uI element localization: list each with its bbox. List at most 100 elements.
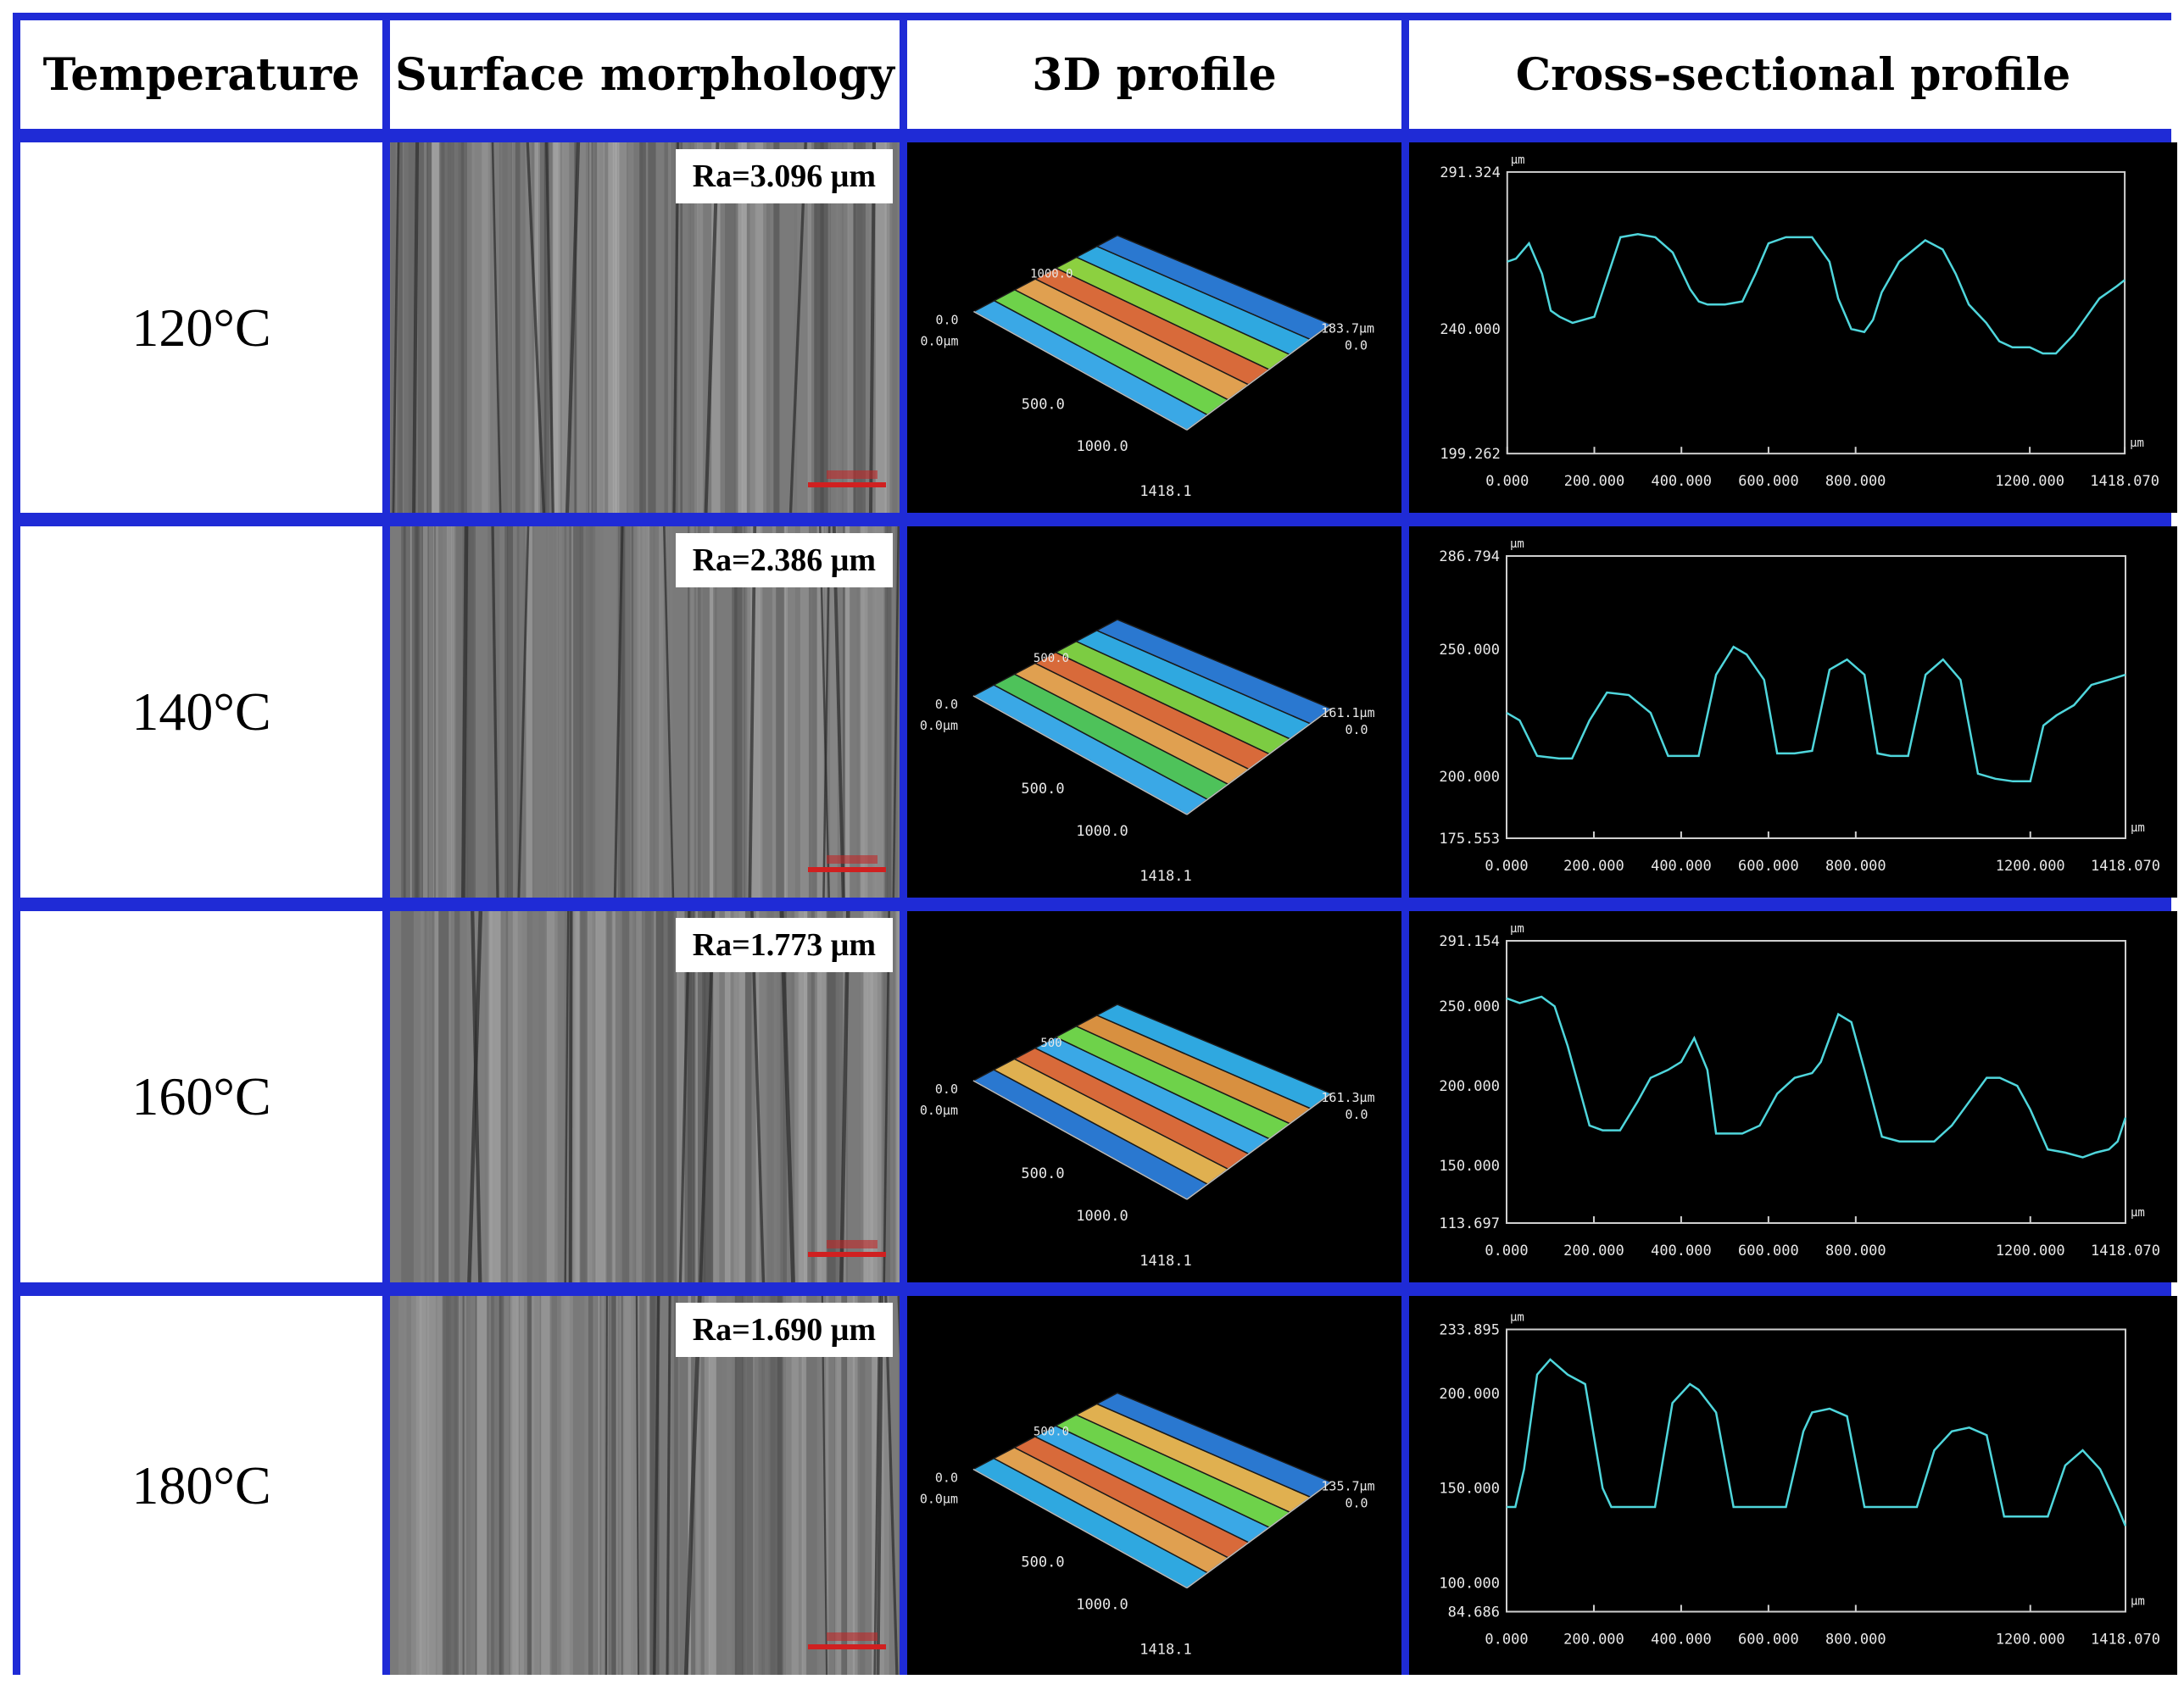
x-tick-label: 800.000 <box>1825 1243 1886 1259</box>
axis-y <box>1186 323 1331 431</box>
axis-label-z0: 0.0 <box>1345 1107 1368 1122</box>
axis-label-x-far: 1000.0 <box>1076 1208 1128 1225</box>
axis-x <box>972 1080 1188 1200</box>
header-temperature: Temperature <box>20 20 382 129</box>
ra-label: Ra=3.096 μm <box>675 149 893 203</box>
sem-texture <box>401 526 900 898</box>
sem-texture <box>401 911 900 1282</box>
profile-3d: 0.0 0.0μm 500.0 1000.0 1418.1 500.0 135.7μm 0.0 <box>907 1296 1401 1675</box>
x-tick-label: 1418.070 <box>2091 1632 2160 1649</box>
axis-label-x-mid: 500.0 <box>1021 1165 1064 1182</box>
x-tick-label: 800.000 <box>1825 1632 1886 1649</box>
sem-image: Ra=3.096 μm <box>390 142 900 513</box>
sem-texture <box>398 1296 900 1675</box>
x-unit: μm <box>2130 437 2144 450</box>
x-tick-label: 400.000 <box>1651 858 1712 875</box>
y-tick-low2: 150.000 <box>1439 1158 1500 1175</box>
y-tick-low: 150.000 <box>1439 1481 1500 1498</box>
temperature-cell: 120°C <box>20 142 382 513</box>
x-tick-label: 200.000 <box>1563 1632 1624 1649</box>
axis-label-x-mid: 500.0 <box>1022 395 1065 412</box>
x-tick-label: 200.000 <box>1563 858 1624 875</box>
header-surface-morphology: Surface morphology <box>390 20 900 129</box>
cross-section-plot: 233.895 200.000 150.000 100.000 84.686 μm μm 0.… <box>1409 1296 2177 1675</box>
y-tick-low: 200.000 <box>1439 769 1500 786</box>
y-tick-mid: 200.000 <box>1439 1386 1500 1403</box>
axis-label-y-top: 500.0 <box>1034 652 1069 665</box>
x-unit: μm <box>2131 1206 2145 1220</box>
y-tick-low: 200.000 <box>1439 1078 1500 1095</box>
ra-label: Ra=1.773 μm <box>675 918 893 972</box>
y-tick-bottom: 175.553 <box>1439 831 1500 848</box>
plot-frame <box>1506 555 2126 839</box>
y-unit: μm <box>1510 537 1524 551</box>
y-tick-mid: 250.000 <box>1439 642 1500 659</box>
y-tick-low: 199.262 <box>1440 445 1500 462</box>
axis-x <box>973 310 1188 431</box>
y-tick-top: 286.794 <box>1439 548 1500 565</box>
axis-x <box>972 1468 1188 1589</box>
y-tick-top: 291.324 <box>1440 164 1500 181</box>
profile-line <box>1507 233 2126 355</box>
x-tick-label: 0.000 <box>1485 472 1529 489</box>
axis-y <box>1186 1481 1332 1589</box>
x-tick-label: 400.000 <box>1651 1243 1712 1259</box>
scale-bar <box>808 1644 886 1649</box>
sem-image: Ra=2.386 μm <box>390 526 900 898</box>
cross-section-plot: 286.794 250.000 200.000 175.553 μm μm 0.000 200… <box>1409 526 2177 898</box>
x-tick-label: 0.000 <box>1485 1243 1528 1259</box>
surface-3d-render: 0.0 0.0μm 500.0 1000.0 1418.1 500.0 135.7μm 0.0 <box>920 1392 1375 1659</box>
ra-label: Ra=1.690 μm <box>675 1303 893 1357</box>
plot-frame <box>1506 940 2126 1224</box>
ra-label: Ra=2.386 μm <box>675 533 893 587</box>
axis-label-y-top: 500 <box>1040 1037 1061 1050</box>
cross-section-svg: 286.794 250.000 200.000 175.553 μm μm 0.000 200… <box>1439 537 2160 875</box>
axis-label-z0: 0.0 <box>1345 337 1368 353</box>
axis-label-y-top: 1000.0 <box>1030 268 1072 281</box>
x-tick-label: 600.000 <box>1738 1632 1799 1649</box>
x-unit: μm <box>2131 821 2145 835</box>
axis-label-x-end: 1418.1 <box>1139 868 1191 885</box>
x-tick-label: 600.000 <box>1738 472 1798 489</box>
scale-label <box>827 1240 878 1248</box>
axis-label-y0-um: 0.0μm <box>920 1492 958 1507</box>
x-tick-label: 1200.000 <box>1996 858 2065 875</box>
y-tick-bottom: 113.697 <box>1439 1215 1500 1232</box>
y-unit: μm <box>1511 153 1525 167</box>
axis-label-y0-um: 0.0μm <box>920 718 958 733</box>
axis-label-x-end: 1418.1 <box>1139 1642 1191 1659</box>
y-tick-top: 233.895 <box>1439 1322 1500 1339</box>
scale-label <box>827 855 878 864</box>
y-tick-low2: 100.000 <box>1439 1575 1500 1592</box>
axis-label-x-mid: 500.0 <box>1021 781 1064 798</box>
temperature-cell: 140°C <box>20 526 382 898</box>
x-tick-label: 0.000 <box>1485 858 1528 875</box>
axis-label-z-max: 161.3μm <box>1321 1090 1374 1105</box>
x-tick-label: 400.000 <box>1651 1632 1712 1649</box>
y-tick-mid: 250.000 <box>1439 998 1500 1015</box>
surface-3d-render: 0.0 0.0μm 500.0 1000.0 1418.1 500.0 161.1μm 0.0 <box>920 619 1375 885</box>
axis-label-z0: 0.0 <box>1345 1496 1368 1511</box>
axis-label-x-far: 1000.0 <box>1077 437 1128 454</box>
y-unit: μm <box>1510 922 1524 936</box>
scale-label <box>827 1632 878 1641</box>
x-tick-label: 800.000 <box>1825 472 1886 489</box>
x-tick-label: 200.000 <box>1564 472 1624 489</box>
x-tick-label: 0.000 <box>1485 1632 1528 1649</box>
axis-label-y0-um: 0.0μm <box>920 1103 958 1118</box>
axis-label-x-end: 1418.1 <box>1139 482 1191 499</box>
cross-section-svg: 291.324 240.000 199.262 μm μm 0.000 200.000 400… <box>1440 153 2159 489</box>
axis-label-x-far: 1000.0 <box>1076 823 1128 840</box>
axis-y <box>1186 1093 1332 1200</box>
sem-image: Ra=1.690 μm <box>390 1296 900 1675</box>
scale-bar <box>808 1252 886 1257</box>
scale-label <box>827 470 878 479</box>
surface-3d-render: 0.00.0μm500.01000.01418.11000.0183.7μm0.… <box>921 234 1374 499</box>
header-3d-profile: 3D profile <box>907 20 1401 129</box>
cross-section-svg: 291.154 250.000 200.000 150.000 113.697 μm μm 0… <box>1439 922 2160 1259</box>
x-tick-label: 600.000 <box>1738 858 1799 875</box>
x-tick-label: 400.000 <box>1651 472 1711 489</box>
sem-texture <box>390 142 898 513</box>
profile-3d: 0.0 0.0μm 500.0 1000.0 1418.1 1000.0 183.7μm 0.… <box>907 142 1401 513</box>
profile-3d: 0.0 0.0μm 500.0 1000.0 1418.1 500 161.3μm 0.0 <box>907 911 1401 1282</box>
